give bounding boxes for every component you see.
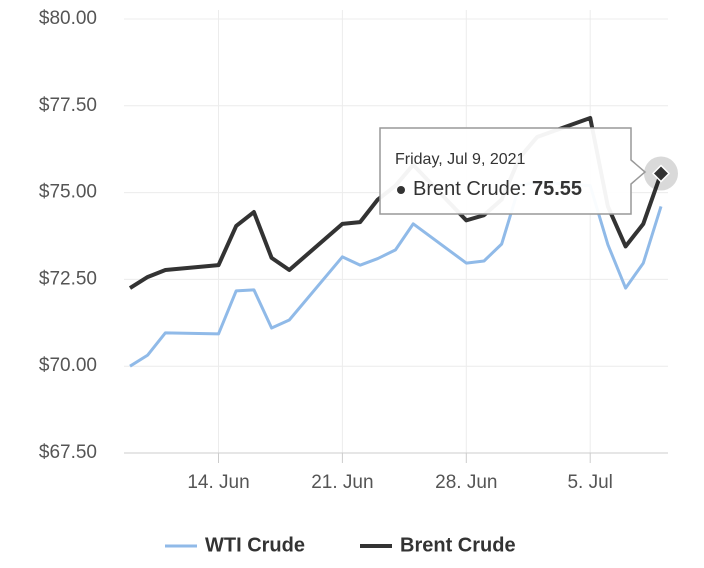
x-tick-label: 5. Jul (567, 472, 612, 493)
hover-marker (651, 164, 671, 183)
tooltip-label: Brent Crude: (413, 178, 526, 200)
legend[interactable]: WTI Crude Brent Crude (165, 534, 516, 556)
tooltip: Friday, Jul 9, 2021 Brent Crude: 75.55 (379, 127, 678, 215)
y-tick-label: $75.00 (39, 182, 97, 203)
y-tick-label: $70.00 (39, 355, 97, 376)
tooltip-bullet (397, 186, 405, 194)
legend-label[interactable]: Brent Crude (400, 534, 516, 556)
tooltip-box (379, 127, 647, 215)
tooltip-header: Friday, Jul 9, 2021 (395, 151, 526, 168)
x-tick-label: 28. Jun (435, 472, 497, 493)
x-tick-label: 14. Jun (187, 472, 249, 493)
x-tick-label: 21. Jun (311, 472, 373, 493)
y-tick-label: $72.50 (39, 268, 97, 289)
legend-label[interactable]: WTI Crude (205, 534, 305, 556)
y-tick-label: $77.50 (39, 95, 97, 116)
y-tick-label: $67.50 (39, 442, 97, 463)
tooltip-line: Brent Crude: 75.55 (413, 178, 582, 200)
tooltip-value: 75.55 (532, 178, 582, 200)
y-tick-label: $80.00 (39, 8, 97, 29)
grid: $67.50 $70.00 $72.50 $75.00 $77.50 $80.00 14. … (39, 8, 668, 493)
